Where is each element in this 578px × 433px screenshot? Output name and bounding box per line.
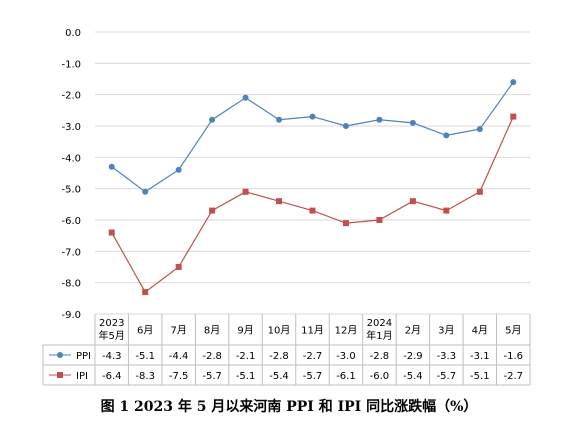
- data-point: [108, 229, 115, 236]
- table-value: -4.4: [169, 351, 189, 362]
- table-value: -5.4: [403, 371, 423, 382]
- legend-marker: [57, 372, 63, 378]
- table-value: -8.3: [135, 371, 155, 382]
- table-value: -2.9: [403, 351, 423, 362]
- category-label: 4月: [472, 325, 488, 337]
- table-value: -5.1: [470, 371, 490, 382]
- table-value: -6.1: [336, 371, 356, 382]
- category-label: 9月: [237, 325, 253, 337]
- table-value: -5.7: [303, 371, 323, 382]
- table-value: -6.0: [370, 371, 390, 382]
- category-label: 2023: [99, 318, 124, 329]
- data-point: [242, 94, 249, 101]
- table-value: -3.1: [470, 351, 490, 362]
- data-point: [276, 116, 283, 123]
- data-point: [510, 113, 517, 120]
- category-label: 3月: [438, 325, 454, 337]
- y-tick-label: -6.0: [61, 216, 81, 227]
- data-point: [409, 119, 416, 126]
- table-value: -5.7: [202, 371, 222, 382]
- category-label: 11月: [301, 325, 324, 337]
- data-point: [376, 217, 383, 223]
- table-value: -2.7: [303, 351, 323, 362]
- table-value: -2.1: [236, 351, 256, 362]
- data-point: [443, 207, 450, 214]
- series-line: [111, 81, 514, 193]
- legend-label: IPI: [76, 371, 88, 382]
- table-value: -5.1: [236, 371, 256, 382]
- chart: 0.0 -1.0 -2.0 -3.0 -4.0 -5.0 -6.0 -7.0 -8.0 -9.0 2…: [42, 28, 531, 386]
- data-point: [276, 198, 283, 205]
- table-value: -2.8: [202, 351, 222, 362]
- table-value: -3.0: [336, 351, 356, 362]
- table-value: -7.5: [169, 371, 189, 382]
- table-value: -1.6: [504, 351, 524, 362]
- figure-caption: 图 1 2023 年 5 月以来河南 PPI 和 IPI 同比涨跌幅（%）: [100, 399, 478, 415]
- table-value: -5.1: [135, 351, 155, 362]
- category-label: 年1月: [366, 329, 392, 342]
- legend-marker: [57, 352, 63, 358]
- y-tick-label: 0.0: [65, 28, 81, 39]
- table-value: -2.8: [269, 351, 289, 362]
- series-line: [111, 116, 514, 293]
- data-point: [342, 220, 349, 227]
- category-label: 7月: [170, 325, 186, 337]
- y-tick-label: -5.0: [61, 185, 81, 196]
- y-tick-label: -2.0: [61, 91, 81, 102]
- table-value: -5.4: [269, 371, 289, 382]
- category-label: 2月: [405, 325, 421, 337]
- data-point: [175, 166, 182, 173]
- chart-svg: 0.0 -1.0 -2.0 -3.0 -4.0 -5.0 -6.0 -7.0 -8.0 -9.0 2…: [42, 28, 531, 386]
- table-value: -3.3: [437, 351, 457, 362]
- table-value: -4.3: [102, 351, 122, 362]
- category-label: 6月: [137, 325, 153, 337]
- category-label: 8月: [204, 325, 220, 337]
- category-label: 5月: [505, 325, 521, 337]
- data-point: [142, 289, 149, 296]
- data-point: [175, 264, 182, 270]
- data-point: [476, 126, 483, 133]
- data-point: [142, 188, 149, 195]
- category-label: 12月: [335, 325, 358, 337]
- data-point: [209, 116, 216, 123]
- category-label: 2024: [367, 318, 392, 329]
- data-point: [242, 188, 249, 195]
- y-tick-label: -7.0: [61, 247, 81, 258]
- data-point: [309, 207, 316, 214]
- table-value: -5.7: [437, 371, 457, 382]
- data-point: [376, 116, 383, 123]
- table-value: -2.8: [370, 351, 390, 362]
- data-point: [476, 188, 483, 195]
- y-tick-label: -1.0: [61, 59, 81, 70]
- data-point: [510, 79, 517, 86]
- category-label: 10月: [268, 325, 291, 337]
- data-point: [443, 132, 450, 139]
- legend-label: PPI: [76, 351, 91, 362]
- table-value: -2.7: [504, 371, 524, 382]
- data-point: [342, 123, 349, 129]
- data-point: [309, 113, 316, 120]
- y-tick-label: -8.0: [61, 279, 81, 290]
- category-label: 年5月: [99, 329, 125, 342]
- data-point: [409, 198, 416, 205]
- y-tick-label: -3.0: [61, 122, 81, 133]
- y-tick-label: -9.0: [61, 310, 81, 321]
- table-value: -6.4: [102, 371, 122, 382]
- data-point: [209, 207, 216, 214]
- y-tick-label: -4.0: [61, 153, 81, 164]
- data-point: [108, 163, 115, 170]
